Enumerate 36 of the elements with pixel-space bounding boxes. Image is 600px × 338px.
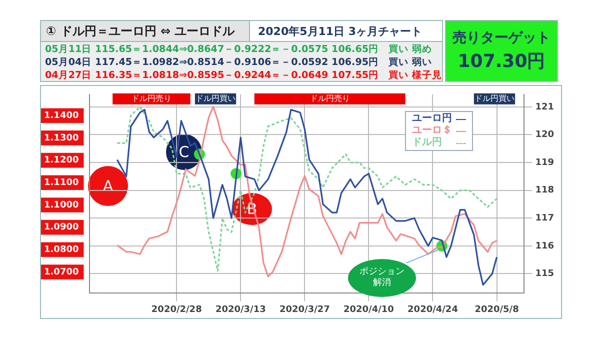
band-label: ドル円売り [131,94,172,103]
y-tick-label: 1.1200 [44,156,79,166]
y2-tick-label: 115 [535,269,554,280]
y2-tick-label: 119 [535,158,554,168]
y-tick-label: 1.1400 [44,110,79,121]
text: 売りターゲット [452,29,552,47]
y-tick-label: 1.1000 [44,200,79,210]
chart-subtitle: 2020年5月11日 3ヶ月チャート [249,21,442,41]
y2-tick-label: 118 [535,186,554,196]
x-tick-label: 2020/3/27 [279,304,330,315]
y2-tick-label: 121 [535,102,554,112]
text: 05月04日 117.45＝1.0982⇒0.8514－0.9106＝－0.0592 106.95円 買い 弱い [45,56,433,69]
x-tick-label: 2020/3/13 [215,304,266,315]
legend-label: ドル円 [412,137,443,149]
x-tick-label: 2020/4/24 [408,304,458,315]
band-label: ドル円買い [474,94,514,103]
y2-tick-label: 117 [535,213,554,224]
text: 107.30円 [456,50,546,73]
y-tick-label: 1.1300 [44,133,79,144]
legend-label: ユーロ円 [412,113,453,125]
chart-title: ① ドル円＝ユーロ円 ⇔ ユーロドル [41,21,249,41]
y-tick-label: 1.1100 [44,178,79,188]
text: 04月27日 116.35＝1.0818⇒0.8595－0.9244＝－0.0649 107.55円 買い 様子見 [45,69,442,82]
y-tick-label: 1.0900 [44,222,79,233]
y2-tick-label: 120 [535,130,554,140]
oval-badge: ポジション解消 [348,259,416,297]
y-tick-label: 1.0800 [44,244,79,255]
band-label: ドル円買い [196,94,236,103]
x-tick-label: 2020/5/8 [474,304,519,315]
band-label: ドル円売り [310,94,350,103]
y2-tick-label: 116 [535,241,554,252]
y-tick-label: 1.0700 [44,267,79,278]
x-tick-label: 2020/2/28 [151,304,202,315]
legend-label: ユーロ＄ [412,125,453,137]
x-tick-label: 2020/4/10 [344,304,394,315]
text: 05月11日 115.65＝1.0844⇒0.8647－0.9222＝－0.0575 106.65円 買い 弱め [45,43,433,56]
